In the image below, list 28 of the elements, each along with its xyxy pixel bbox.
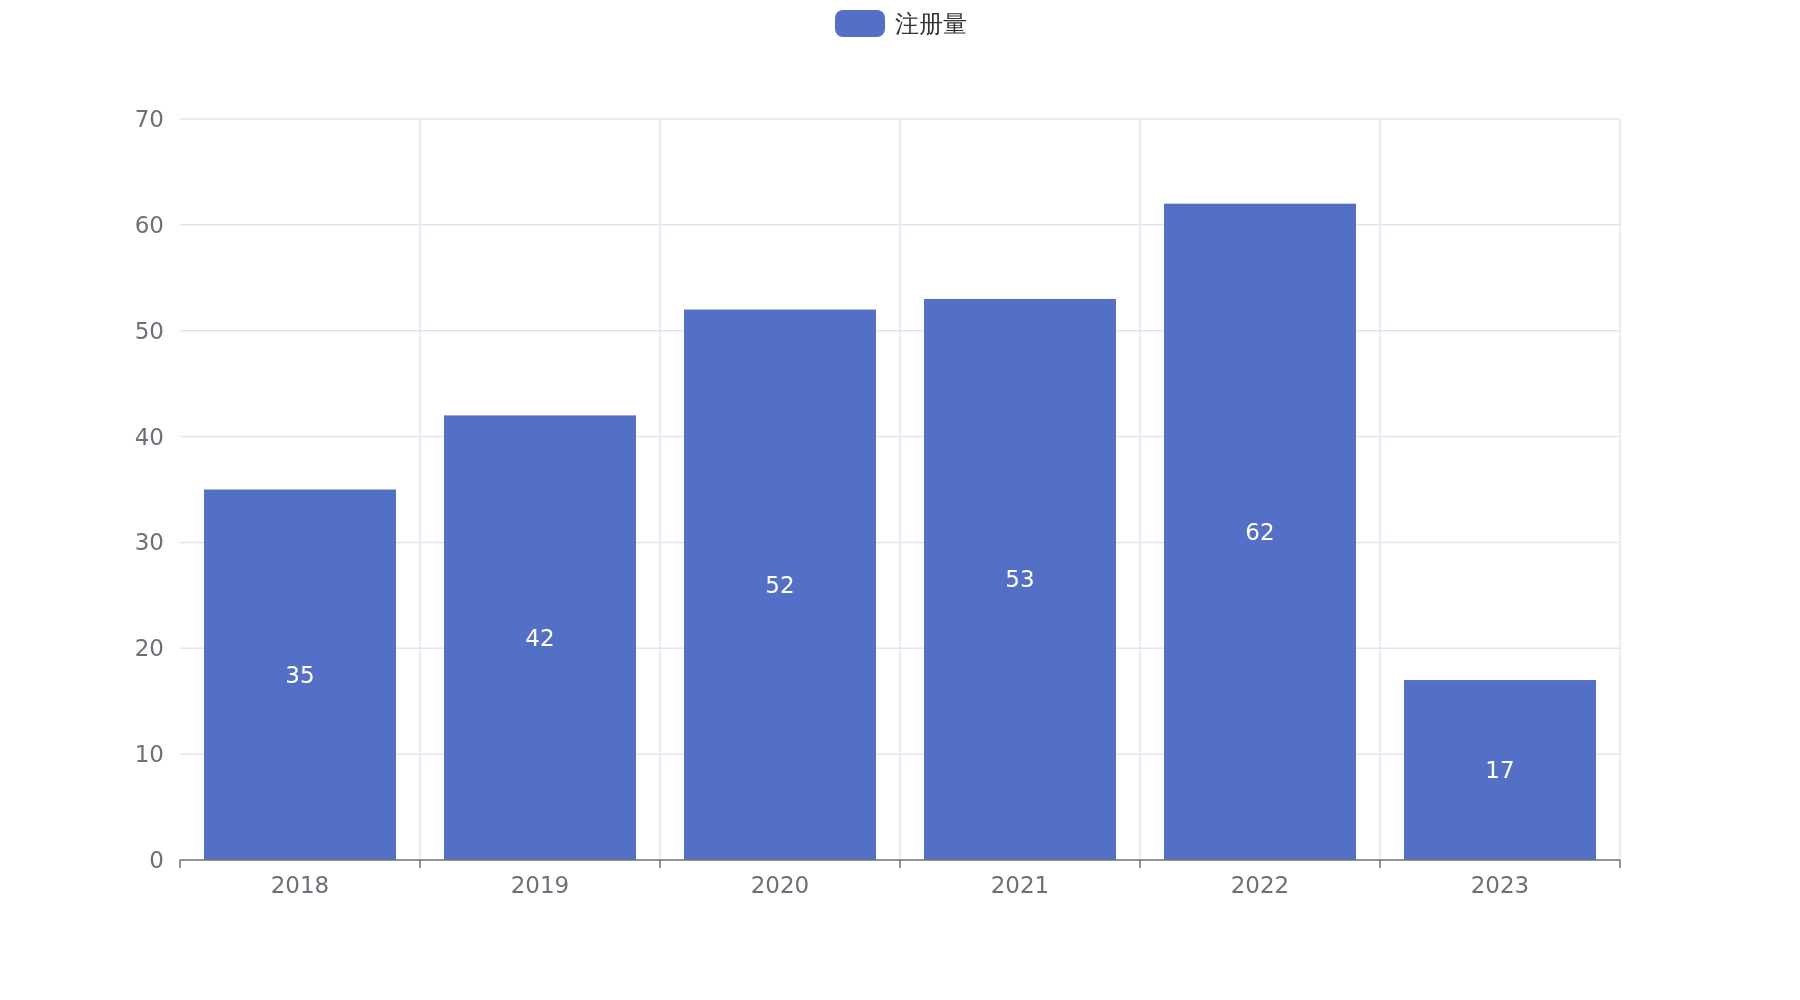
y-tick-label: 50 (134, 317, 164, 344)
data-label: 35 (285, 661, 315, 688)
x-tick-label: 2020 (750, 872, 810, 898)
y-tick-label: 30 (134, 529, 164, 556)
bar (1404, 680, 1596, 860)
bar (924, 298, 1116, 860)
data-label: 53 (1005, 566, 1035, 593)
bar (684, 309, 876, 860)
bar (1164, 203, 1356, 860)
bar (444, 415, 636, 860)
x-tick-label: 2019 (510, 872, 570, 898)
y-tick-label: 40 (134, 423, 164, 450)
data-label: 52 (765, 571, 795, 598)
bar (204, 489, 396, 860)
legend: 注册量 (835, 10, 967, 38)
x-tick-label: 2022 (1230, 872, 1290, 898)
data-label: 17 (1485, 757, 1515, 784)
y-tick-label: 20 (134, 635, 164, 662)
y-tick-label: 0 (149, 847, 164, 873)
y-tick-label: 60 (134, 211, 164, 238)
x-tick-label: 2023 (1470, 872, 1530, 898)
x-tick-label: 2021 (990, 872, 1050, 898)
y-tick-label: 10 (134, 741, 164, 768)
y-tick-label: 70 (134, 106, 164, 132)
legend-label: 注册量 (895, 10, 967, 38)
data-label: 62 (1245, 518, 1275, 545)
data-label: 42 (525, 624, 555, 651)
x-tick-label: 2018 (270, 872, 330, 898)
